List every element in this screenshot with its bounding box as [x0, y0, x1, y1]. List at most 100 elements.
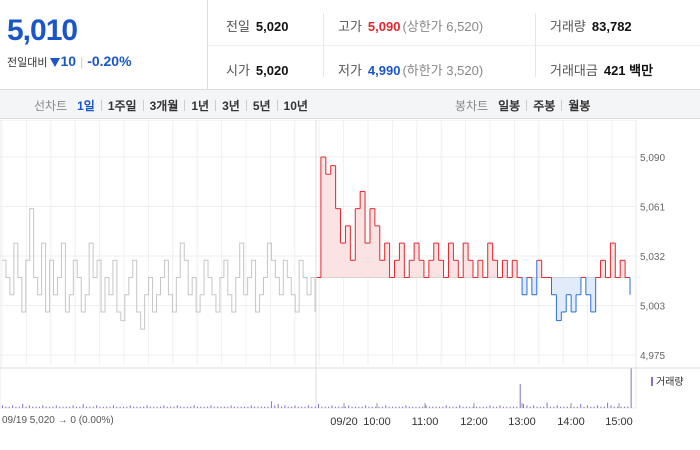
volume-bar: [18, 406, 20, 408]
open-stat: 시가 5,020: [226, 60, 288, 79]
volume-bar: [35, 406, 37, 408]
divider: |: [80, 55, 84, 69]
volume-bar: [62, 406, 64, 408]
price-chart[interactable]: 5,090 5,061 5,032 5,003 4,975 09/20 10:00 11:00…: [0, 120, 700, 450]
volume-bar: [479, 406, 481, 408]
trade-value: 421: [603, 63, 626, 78]
tab-daily[interactable]: 일봉: [498, 99, 521, 113]
volume-bar: [207, 406, 209, 408]
high-value: 5,090: [367, 19, 401, 34]
x-tick-label: 13:00: [508, 416, 536, 428]
tab-3y[interactable]: 3년: [222, 99, 240, 113]
volume-bar: [462, 406, 464, 408]
high-label: 고가: [338, 19, 362, 34]
volume-bar: [472, 406, 474, 408]
volume-bar: [2, 405, 3, 408]
volume-bar: [180, 406, 182, 408]
y-tick-label: 5,061: [640, 203, 665, 214]
volume-bar: [294, 405, 296, 408]
volume-bar: [341, 406, 343, 408]
tab-10y[interactable]: 10년: [283, 99, 308, 113]
volume-bar: [200, 406, 202, 408]
volume-bar: [244, 406, 246, 408]
volume-bar: [213, 406, 215, 408]
tab-1d[interactable]: 1일: [77, 99, 95, 113]
volume-bar: [146, 405, 148, 408]
volume-bar: [516, 406, 518, 408]
volume-bar: [133, 406, 135, 408]
volume-bar: [398, 406, 400, 408]
volume-bar: [49, 406, 51, 408]
volume-bar: [264, 406, 266, 408]
volume-bar: [381, 406, 383, 408]
volume-bar: [405, 405, 407, 408]
volume-bar: [533, 405, 535, 408]
volume-bar: [455, 406, 457, 408]
volume-bar: [445, 405, 447, 408]
volume-bar: [526, 405, 528, 408]
change-amount: 10: [60, 53, 77, 69]
divider: [276, 100, 278, 111]
volume-bar: [220, 406, 222, 408]
volume-bar: [623, 406, 625, 408]
volume-bar: [25, 406, 27, 408]
tab-1y[interactable]: 1년: [191, 99, 210, 113]
volume-bar: [86, 406, 88, 408]
volume-bar: [391, 406, 393, 408]
volume-bar: [321, 406, 323, 408]
volume-bar: [153, 406, 155, 408]
volume-bar: [593, 406, 595, 408]
volume-bar: [304, 406, 306, 408]
x-tick-label: 15:00: [605, 416, 633, 428]
volume-bar: [96, 405, 98, 408]
tab-monthly[interactable]: 월봉: [568, 99, 591, 113]
divider: [142, 100, 144, 111]
volume-bar: [412, 406, 414, 408]
volume-bar: [119, 406, 121, 408]
volume-bar: [439, 406, 441, 408]
volume-bar: [529, 406, 531, 408]
volume-bar: [331, 405, 333, 408]
volume-bar: [469, 406, 471, 408]
volume-bar: [176, 405, 178, 408]
volume-bar: [15, 406, 17, 408]
volume-bar: [116, 406, 118, 408]
volume-bar: [314, 406, 316, 408]
volume-bar: [378, 406, 380, 408]
candle-chart-tabs: 봉차트 일봉 주봉 월봉: [455, 97, 590, 114]
volume-bar: [512, 406, 514, 408]
x-tick-label: 11:00: [412, 416, 439, 428]
volume-bar: [506, 406, 508, 408]
volume-bar: [240, 406, 242, 408]
x-tick-label: 09/20: [330, 416, 358, 428]
tab-5y[interactable]: 5년: [252, 99, 271, 113]
volume-bar: [52, 406, 54, 408]
volume-bar: [287, 406, 289, 408]
volume-bar: [55, 405, 57, 408]
prev-close-value: 5,020: [255, 19, 289, 34]
volume-bar: [250, 405, 252, 408]
divider: [526, 100, 528, 111]
volume-bar: [402, 406, 404, 408]
volume-bar: [354, 406, 356, 408]
volume-bar: [627, 406, 629, 408]
volume-bar: [186, 406, 188, 408]
volume-bar: [247, 406, 249, 408]
volume-bar: [573, 406, 575, 408]
volume-bar: [610, 405, 612, 408]
volume-bar: [368, 406, 370, 408]
volume-bar: [395, 406, 397, 408]
tab-3m[interactable]: 3개월: [149, 99, 179, 113]
volume-bar: [32, 406, 34, 408]
divider: [323, 13, 324, 77]
volume-bar: [291, 406, 293, 408]
volume-bar: [136, 406, 138, 408]
volume-bar: [12, 405, 14, 408]
tab-weekly[interactable]: 주봉: [533, 99, 556, 113]
tab-1w[interactable]: 1주일: [107, 99, 137, 113]
volume-bar: [361, 406, 363, 408]
volume-bar: [502, 406, 504, 408]
volume-bar: [586, 405, 588, 408]
volume-bar: [442, 406, 444, 408]
volume-bar: [603, 406, 605, 408]
